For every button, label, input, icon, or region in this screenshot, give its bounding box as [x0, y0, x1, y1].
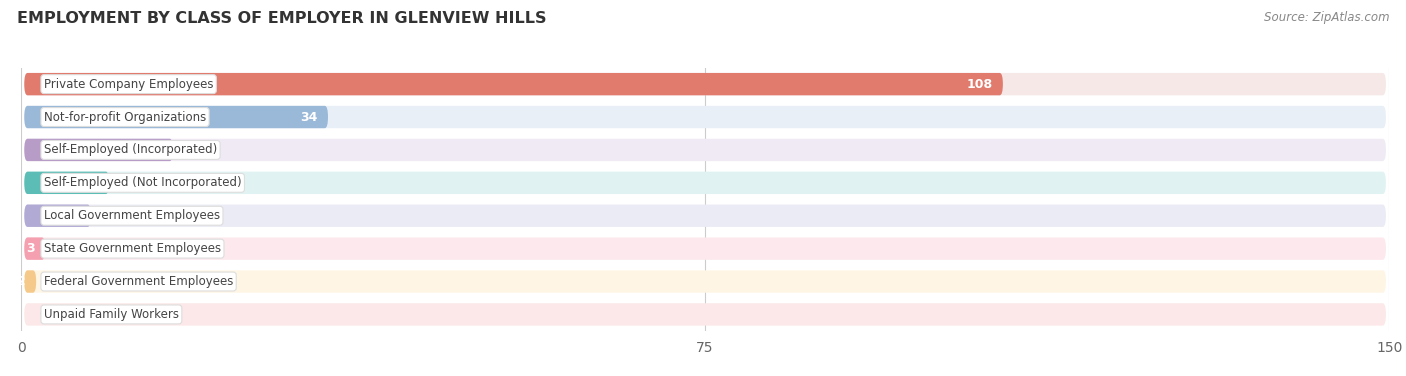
FancyBboxPatch shape — [24, 270, 1386, 293]
Text: Private Company Employees: Private Company Employees — [44, 77, 214, 91]
Text: Self-Employed (Not Incorporated): Self-Employed (Not Incorporated) — [44, 176, 242, 190]
FancyBboxPatch shape — [24, 171, 110, 194]
Text: State Government Employees: State Government Employees — [44, 242, 221, 255]
Text: 108: 108 — [966, 77, 993, 91]
FancyBboxPatch shape — [24, 73, 1002, 96]
FancyBboxPatch shape — [24, 139, 173, 161]
Text: EMPLOYMENT BY CLASS OF EMPLOYER IN GLENVIEW HILLS: EMPLOYMENT BY CLASS OF EMPLOYER IN GLENV… — [17, 11, 547, 26]
Text: 34: 34 — [299, 111, 318, 124]
FancyBboxPatch shape — [24, 205, 1386, 227]
FancyBboxPatch shape — [24, 238, 45, 260]
Text: Unpaid Family Workers: Unpaid Family Workers — [44, 308, 179, 321]
Text: Self-Employed (Incorporated): Self-Employed (Incorporated) — [44, 143, 217, 156]
Text: 10: 10 — [82, 176, 98, 190]
FancyBboxPatch shape — [24, 139, 1386, 161]
FancyBboxPatch shape — [24, 303, 1386, 326]
Text: 3: 3 — [27, 242, 35, 255]
Text: Not-for-profit Organizations: Not-for-profit Organizations — [44, 111, 207, 124]
Text: Local Government Employees: Local Government Employees — [44, 209, 219, 222]
Text: 0: 0 — [39, 308, 48, 321]
Text: 17: 17 — [145, 143, 163, 156]
Text: Source: ZipAtlas.com: Source: ZipAtlas.com — [1264, 11, 1389, 24]
FancyBboxPatch shape — [24, 106, 328, 128]
FancyBboxPatch shape — [24, 270, 37, 293]
Text: 8: 8 — [72, 209, 80, 222]
FancyBboxPatch shape — [24, 171, 1386, 194]
FancyBboxPatch shape — [24, 73, 1386, 96]
FancyBboxPatch shape — [24, 238, 1386, 260]
Text: Federal Government Employees: Federal Government Employees — [44, 275, 233, 288]
FancyBboxPatch shape — [24, 205, 91, 227]
FancyBboxPatch shape — [24, 106, 1386, 128]
Text: 2: 2 — [17, 275, 25, 288]
